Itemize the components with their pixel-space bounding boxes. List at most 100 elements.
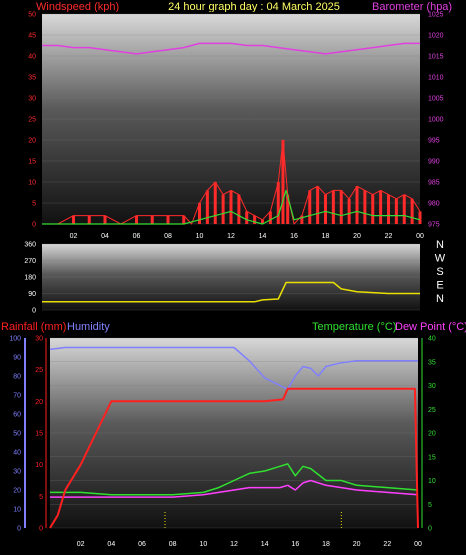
x-tick-label: 22 — [385, 233, 393, 240]
x-tick-label: 10 — [199, 541, 207, 548]
temperature-line — [50, 463, 419, 496]
wind-bar — [237, 194, 241, 224]
x-tick-label: 20 — [353, 541, 361, 548]
wind-bar — [261, 219, 264, 224]
temp-tick-label: 35 — [428, 359, 436, 366]
temp-tick-label: 10 — [428, 478, 436, 485]
humidity-tick-label: 50 — [13, 431, 21, 438]
wind-bar — [387, 194, 390, 224]
direction-tick-label: 0 — [32, 308, 36, 315]
x-tick-label: 22 — [383, 541, 391, 548]
temperature-label: Temperature (°C) — [312, 321, 396, 333]
windspeed-label: Windspeed (kph) — [36, 1, 119, 13]
compass-letter: W — [435, 253, 446, 265]
baro-tick-label: 985 — [428, 180, 440, 187]
wind-bar — [308, 190, 312, 224]
x-tick-label: 02 — [70, 233, 78, 240]
x-tick-label: 16 — [291, 541, 299, 548]
x-tick-label: 12 — [230, 541, 238, 548]
rainfall-line — [49, 387, 419, 529]
rainfall-label: Rainfall (mm) — [1, 321, 66, 333]
x-tick-label: 00 — [414, 541, 422, 548]
x-tick-label: 14 — [259, 233, 267, 240]
wind-bar — [371, 194, 375, 224]
wind-bar — [286, 194, 290, 224]
direction-tick-label: 90 — [28, 291, 36, 298]
wind-bar — [339, 190, 343, 224]
rain-tick-label: 25 — [35, 367, 43, 374]
baro-tick-label: 980 — [428, 201, 440, 208]
direction-tick-label: 270 — [24, 258, 36, 265]
x-tick-label: 20 — [353, 233, 361, 240]
baro-tick-label: 1020 — [428, 33, 444, 40]
humidity-tick-label: 10 — [13, 507, 21, 514]
barometer-label: Barometer (hpa) — [372, 1, 452, 13]
x-tick-label: 12 — [227, 233, 235, 240]
compass-letter: S — [436, 266, 443, 278]
wind-bar — [316, 186, 320, 224]
panel-temp-ticks: 0102030405060708090100051015202530051015… — [9, 336, 436, 549]
direction-tick-label: 180 — [24, 275, 36, 282]
wind-bar — [355, 186, 359, 224]
humidity-tick-label: 20 — [13, 488, 21, 495]
wind-bar — [347, 198, 351, 224]
wind-bar — [410, 198, 414, 224]
rain-tick-label: 10 — [35, 462, 43, 469]
wind-tick-label: 35 — [28, 75, 36, 82]
panel-wind-grid — [42, 13, 420, 225]
x-tick-label: 18 — [322, 541, 330, 548]
humidity-tick-label: 30 — [13, 469, 21, 476]
wind-bar — [213, 182, 217, 224]
x-tick-label: 04 — [107, 541, 115, 548]
wind-tick-label: 0 — [32, 222, 36, 229]
humidity-label: Humidity — [67, 321, 110, 333]
compass-letter: N — [436, 239, 444, 251]
wind-tick-label: 20 — [28, 138, 36, 145]
wind-bar — [150, 215, 154, 224]
baro-tick-label: 1000 — [428, 117, 444, 124]
direction-tick-label: 360 — [24, 242, 36, 249]
x-tick-label: 04 — [101, 233, 109, 240]
panel-wind-ticks: 0510152025303540455097598098599099510001… — [28, 12, 443, 241]
temp-tick-label: 40 — [428, 336, 436, 343]
wind-bar — [87, 215, 91, 224]
wind-bar — [363, 190, 367, 224]
baro-tick-label: 1015 — [428, 54, 444, 61]
panel-temp-series — [49, 346, 419, 529]
wind-tick-label: 5 — [32, 201, 36, 208]
wind-bar — [103, 215, 107, 224]
wind-tick-label: 25 — [28, 117, 36, 124]
panel-direction-ticks: 0 90 180 270 360 — [24, 242, 36, 315]
dewpoint-line — [50, 479, 419, 498]
rain-tick-label: 0 — [39, 526, 43, 533]
compass-letter: N — [436, 293, 444, 305]
wind-bar — [379, 190, 383, 224]
wind-bar — [402, 194, 406, 224]
x-tick-label: 06 — [133, 233, 141, 240]
wind-bar — [276, 182, 280, 224]
baro-tick-label: 1025 — [428, 12, 444, 19]
x-tick-label: 18 — [322, 233, 330, 240]
panel-wind-series — [42, 42, 422, 225]
wind-bar — [245, 211, 249, 224]
compass-letter: E — [436, 280, 443, 292]
wind-bar — [300, 215, 304, 224]
humidity-tick-label: 90 — [13, 355, 21, 362]
wind-bar — [418, 211, 422, 224]
direction-line — [42, 281, 420, 303]
x-tick-label: 14 — [261, 541, 269, 548]
wind-bar — [166, 215, 170, 224]
baro-tick-label: 995 — [428, 138, 440, 145]
wind-bar — [331, 190, 335, 224]
panel-direction-series — [42, 281, 420, 303]
baro-tick-label: 990 — [428, 159, 440, 166]
dewpoint-label: Dew Point (°C) — [395, 321, 466, 333]
wind-bar — [135, 215, 138, 224]
x-tick-label: 06 — [138, 541, 146, 548]
x-tick-label: 00 — [416, 233, 424, 240]
humidity-tick-label: 0 — [17, 526, 21, 533]
temp-tick-label: 30 — [428, 383, 436, 390]
windspeed-line — [42, 139, 421, 225]
